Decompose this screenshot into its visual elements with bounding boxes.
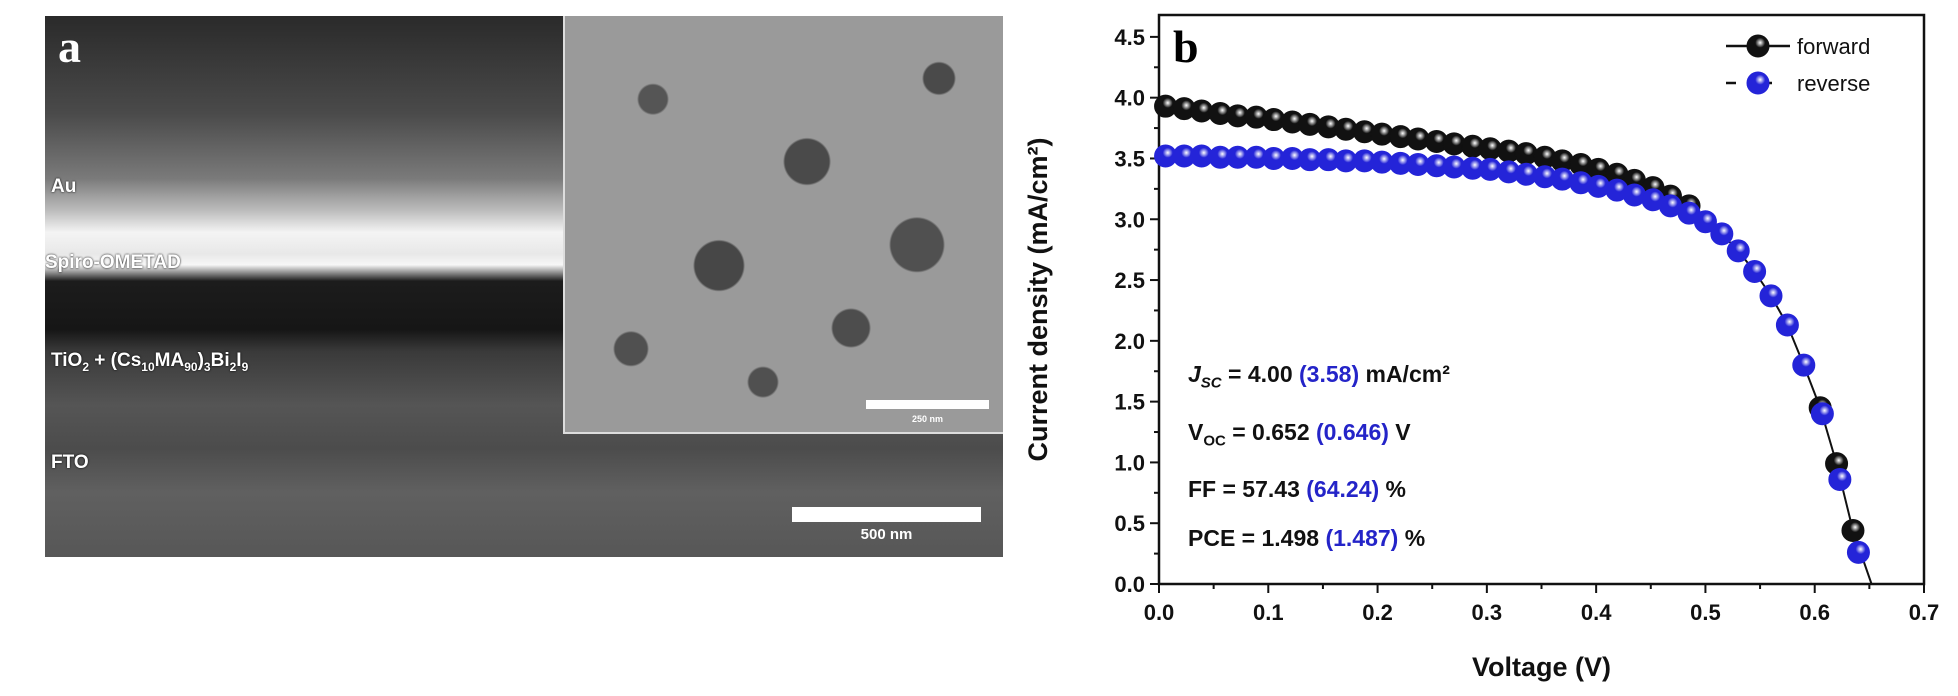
y-tick-label: 4.0 [1114,86,1145,111]
panel-label-a: a [58,21,81,72]
legend-marker-forward [1746,34,1770,58]
reverse-data-point [1710,222,1734,246]
y-tick-label: 4.5 [1114,25,1145,50]
reverse-data-point [1693,210,1717,234]
legend-label-reverse: reverse [1797,71,1870,96]
reverse-data-point [1810,402,1834,426]
reverse-data-point [1828,467,1852,491]
stat-pce: PCE = 1.498 (1.487) % [1188,525,1426,552]
y-axis-label: Current density (mA/cm²) [1023,137,1053,461]
y-tick-label: 0.5 [1114,511,1145,536]
layer-label-fto: FTO [51,452,89,473]
x-tick-label: 0.6 [1799,600,1830,625]
reverse-data-point [1726,239,1750,263]
x-tick-label: 0.2 [1362,600,1393,625]
legend-marker-reverse [1746,71,1770,95]
y-tick-label: 0.0 [1114,572,1145,597]
x-axis-label: Voltage (V) [1472,652,1611,682]
reverse-data-point [1846,540,1870,564]
y-tick-label: 2.5 [1114,268,1145,293]
sem-topview-inset: 250 nm [563,16,1003,434]
y-tick-label: 3.5 [1114,146,1145,171]
scale-bar-main [792,507,981,522]
layer-label-au: Au [51,176,77,197]
reverse-data-point [1759,284,1783,308]
y-tick-label: 1.0 [1114,450,1145,475]
x-tick-label: 0.0 [1144,600,1175,625]
x-tick-label: 0.4 [1581,600,1612,625]
stat-jsc: JSC = 4.00 (3.58) mA/cm² [1188,361,1450,392]
scale-label-main: 500 nm [860,526,913,543]
x-tick-label: 0.1 [1253,600,1284,625]
layer-label-absorber: TiO2 + (Cs10MA90)3Bi2I9 [51,350,249,374]
x-tick-label: 0.3 [1472,600,1503,625]
legend-label-forward: forward [1797,34,1870,59]
x-tick-label: 0.7 [1909,600,1940,625]
performance-stats: JSC = 4.00 (3.58) mA/cm² VOC = 0.652 (0.… [1188,350,1450,563]
x-tick-label: 0.5 [1690,600,1721,625]
y-tick-label: 1.5 [1114,390,1145,415]
y-tick-label: 2.0 [1114,329,1145,354]
legend: forward reverse [1726,34,1870,96]
reverse-data-point [1743,260,1767,284]
scale-bar-inset [866,400,989,409]
stat-voc: VOC = 0.652 (0.646) V [1188,418,1411,450]
y-tick-label: 3.0 [1114,207,1145,232]
scale-label-inset: 250 nm [911,414,944,424]
layer-label-spiro: Spiro-OMETAD [45,252,181,273]
panel-label-b: b [1173,21,1199,72]
jv-chart: 0.0 0.1 0.2 0.3 0.4 0.5 0.6 0.7 0.0 0.5 1.0 1.5 2.0 2… [1023,13,1940,682]
forward-data-point [1841,519,1865,543]
reverse-data-point [1792,353,1816,377]
reverse-data-point [1775,313,1799,337]
sem-cross-section-image: a Au Spiro-OMETAD TiO2 + (Cs10MA90)3Bi2I… [45,16,1003,557]
stat-ff: FF = 57.43 (64.24) % [1188,476,1406,503]
